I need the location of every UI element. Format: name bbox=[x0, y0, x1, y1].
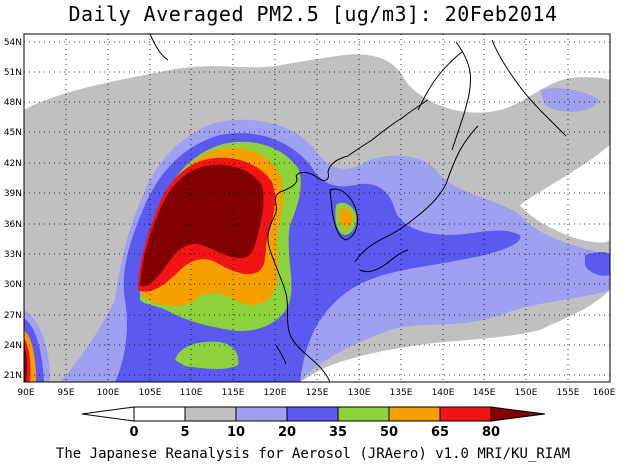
colorbar-labels: 0 5 10 20 35 50 65 80 bbox=[129, 425, 500, 440]
contour-5-10-mongolia bbox=[24, 121, 90, 170]
contour-20-35-east bbox=[585, 251, 610, 276]
lat-label: 24N bbox=[4, 341, 22, 351]
coastlines bbox=[149, 34, 567, 382]
colorbar-bin bbox=[439, 406, 492, 422]
lat-label: 42N bbox=[4, 159, 22, 169]
lon-label: 155E bbox=[557, 388, 580, 398]
lat-labels: 54N 51N 48N 45N 42N 39N 36N 33N 30N 27N … bbox=[4, 38, 22, 381]
plot-frame bbox=[23, 33, 611, 383]
contour-35-50-south bbox=[175, 341, 239, 369]
colorbar-label: 35 bbox=[329, 425, 347, 440]
colorbar-arrow-left bbox=[81, 406, 135, 422]
contour-80-plus bbox=[140, 164, 264, 287]
colorbar bbox=[81, 406, 546, 422]
footer-credit: The Japanese Reanalysis for Aerosol (JRA… bbox=[55, 446, 571, 462]
lon-label: 130E bbox=[348, 388, 371, 398]
colorbar-bin bbox=[337, 406, 390, 422]
lon-label: 95E bbox=[57, 388, 74, 398]
lon-label: 110E bbox=[180, 388, 203, 398]
lat-label: 33N bbox=[4, 250, 22, 260]
lon-label: 160E bbox=[593, 388, 616, 398]
colorbar-label: 80 bbox=[482, 425, 500, 440]
lon-label: 120E bbox=[264, 388, 287, 398]
lat-label: 48N bbox=[4, 98, 22, 108]
lat-label: 39N bbox=[4, 189, 22, 199]
contour-80-plus-sw bbox=[24, 345, 28, 382]
lat-label: 36N bbox=[4, 220, 22, 230]
contour-50-65-korea bbox=[338, 208, 353, 228]
lon-label: 135E bbox=[390, 388, 413, 398]
colorbar-label: 0 bbox=[129, 425, 138, 440]
lon-label: 145E bbox=[473, 388, 496, 398]
lon-label: 100E bbox=[97, 388, 120, 398]
colorbar-bin bbox=[184, 406, 237, 422]
lon-labels: 90E 95E 100E 105E 110E 115E 120E 125E 13… bbox=[17, 388, 615, 398]
colorbar-arrow-right bbox=[490, 406, 546, 422]
lat-label: 45N bbox=[4, 128, 22, 138]
concentration-field bbox=[24, 34, 610, 382]
colorbar-label: 65 bbox=[431, 425, 449, 440]
colorbar-bin bbox=[133, 406, 186, 422]
contour-10-20-pacific bbox=[540, 88, 600, 112]
gridlines bbox=[24, 34, 610, 382]
colorbar-bin bbox=[286, 406, 339, 422]
colorbar-label: 5 bbox=[180, 425, 189, 440]
colorbar-label: 50 bbox=[380, 425, 398, 440]
lon-label: 140E bbox=[432, 388, 455, 398]
lon-label: 150E bbox=[515, 388, 538, 398]
colorbar-label: 20 bbox=[278, 425, 296, 440]
colorbar-label: 10 bbox=[227, 425, 245, 440]
lat-label: 27N bbox=[4, 311, 22, 321]
lat-label: 30N bbox=[4, 280, 22, 290]
lat-label: 21N bbox=[4, 371, 22, 381]
lon-label: 115E bbox=[222, 388, 245, 398]
map-title: Daily Averaged PM2.5 [ug/m3]: 20Feb2014 bbox=[68, 2, 558, 26]
lon-label: 90E bbox=[17, 388, 34, 398]
colorbar-bin bbox=[388, 406, 441, 422]
lon-label: 105E bbox=[139, 388, 162, 398]
lon-label: 125E bbox=[306, 388, 329, 398]
colorbar-bin bbox=[235, 406, 288, 422]
lat-label: 54N bbox=[4, 38, 22, 48]
lat-label: 51N bbox=[4, 68, 22, 78]
